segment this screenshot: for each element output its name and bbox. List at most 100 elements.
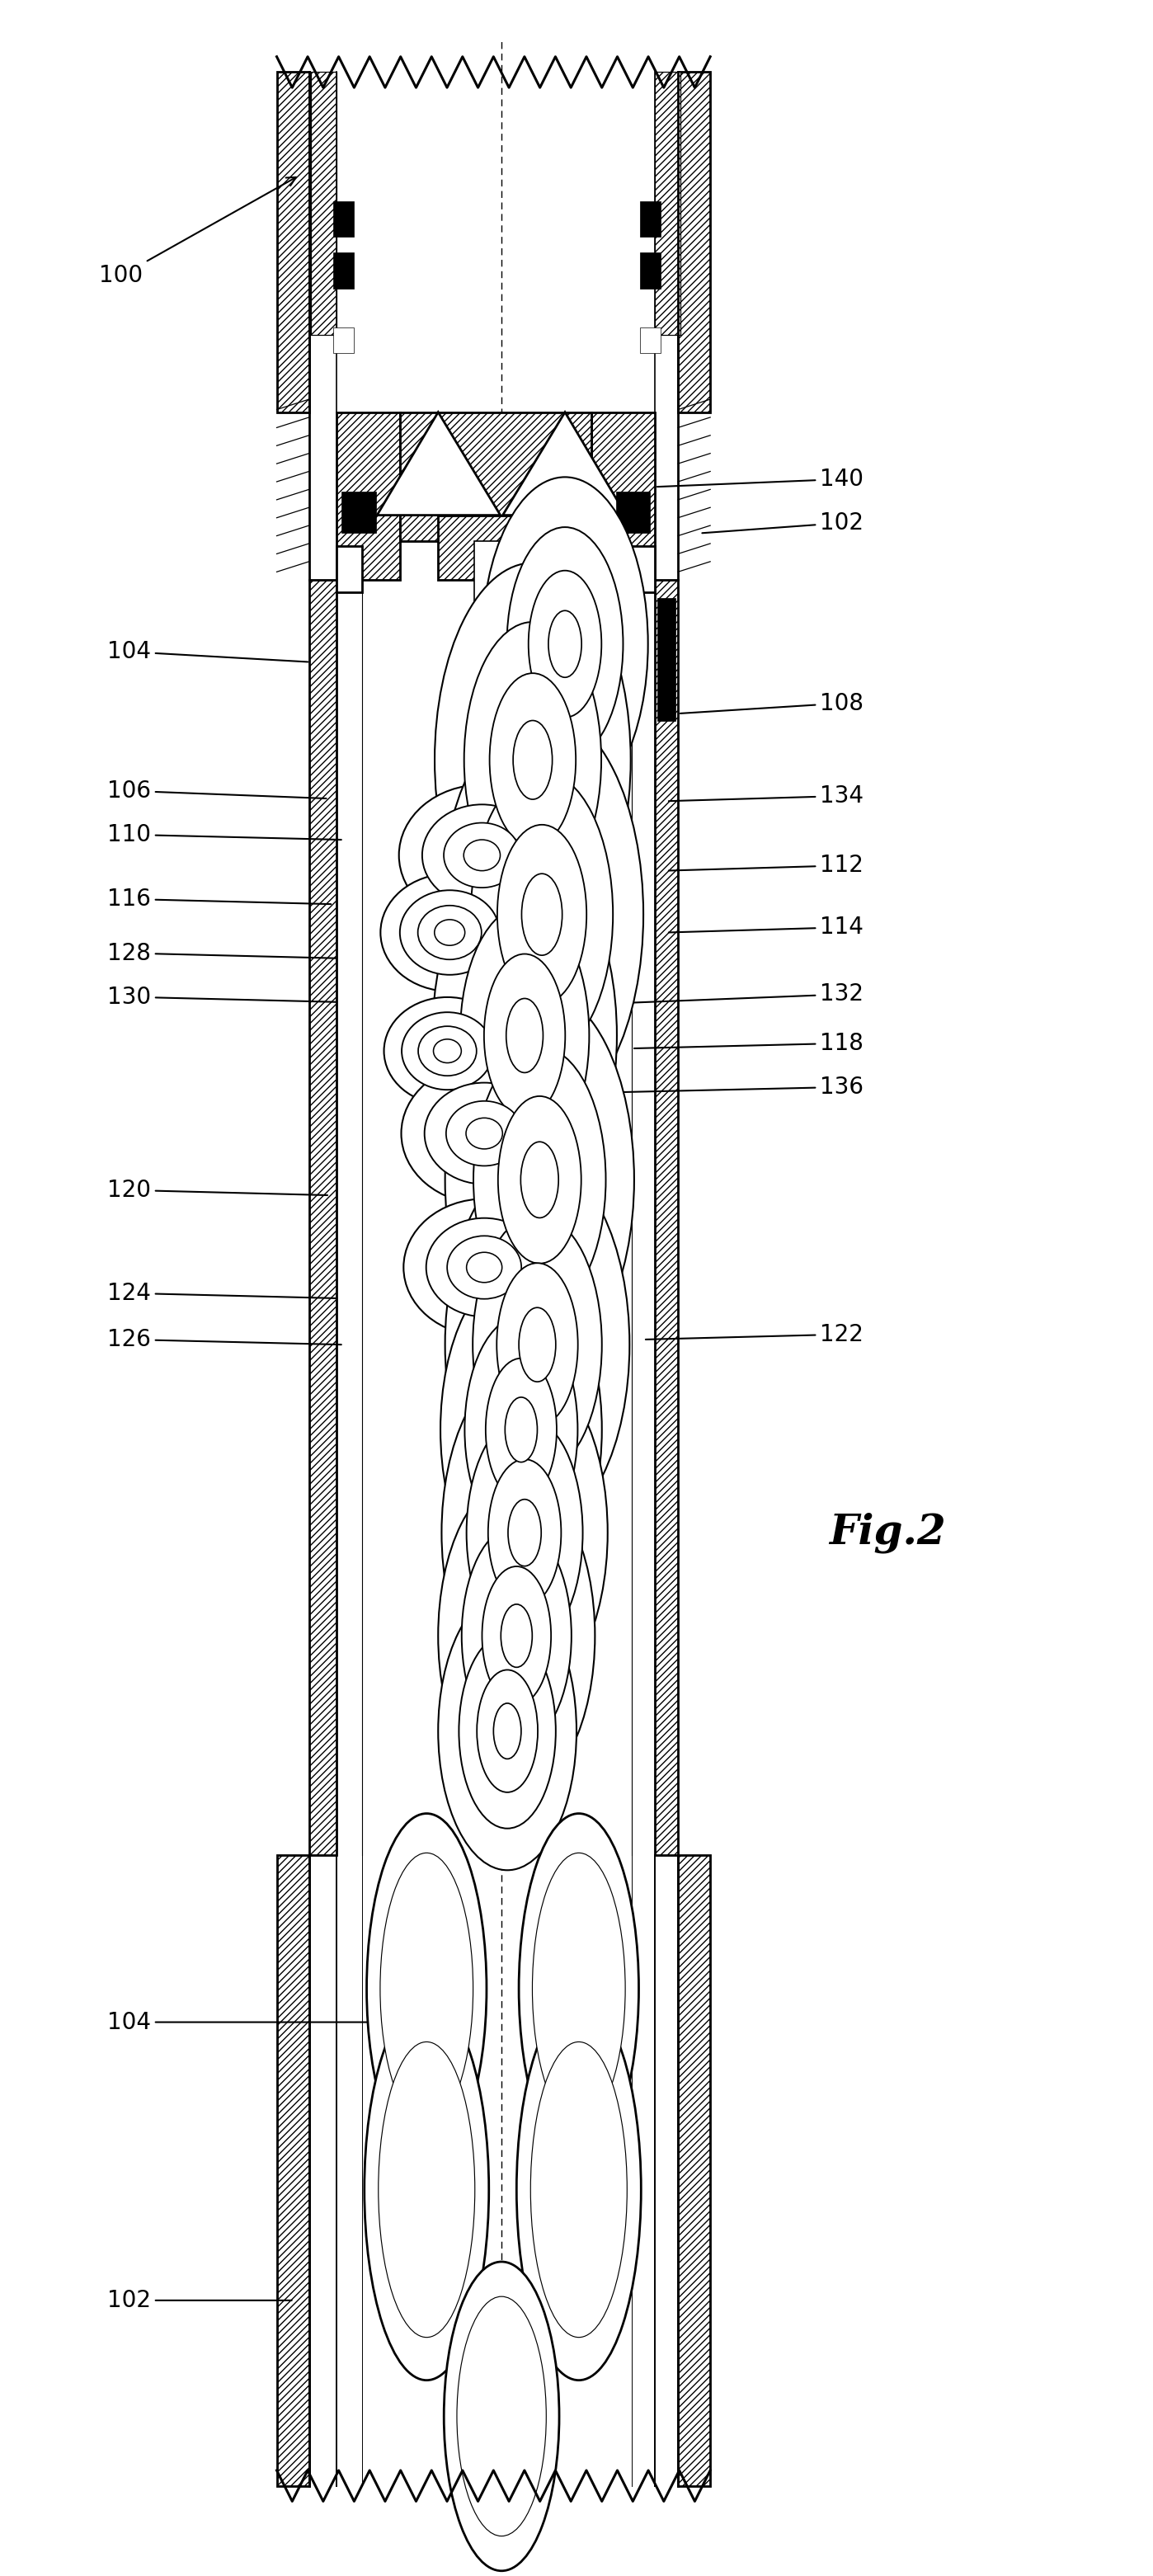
Text: 132: 132 <box>587 984 864 1010</box>
Ellipse shape <box>432 850 617 1221</box>
Text: 108: 108 <box>680 693 864 714</box>
Ellipse shape <box>473 1216 602 1473</box>
Ellipse shape <box>493 1703 521 1759</box>
Ellipse shape <box>384 997 511 1105</box>
Ellipse shape <box>488 1458 562 1607</box>
Ellipse shape <box>470 773 613 1056</box>
Ellipse shape <box>380 1852 473 2125</box>
Ellipse shape <box>401 1012 493 1090</box>
Ellipse shape <box>404 1198 565 1337</box>
Bar <box>400 412 591 541</box>
Text: 106: 106 <box>107 781 326 801</box>
Ellipse shape <box>508 1499 541 1566</box>
Ellipse shape <box>533 1852 625 2125</box>
Bar <box>655 580 678 1855</box>
Bar <box>400 412 591 541</box>
Ellipse shape <box>445 989 634 1370</box>
Bar <box>678 1855 710 2486</box>
Ellipse shape <box>424 1082 544 1185</box>
Bar <box>311 72 337 335</box>
Ellipse shape <box>367 1814 487 2164</box>
Bar <box>657 598 676 721</box>
Ellipse shape <box>549 611 581 677</box>
Ellipse shape <box>477 1669 537 1793</box>
Ellipse shape <box>474 1046 605 1314</box>
Bar <box>438 515 565 580</box>
Bar <box>277 1855 309 2486</box>
Ellipse shape <box>460 907 589 1164</box>
Bar <box>591 412 655 580</box>
Text: 128: 128 <box>107 943 336 963</box>
Bar <box>337 412 400 580</box>
Ellipse shape <box>528 569 602 719</box>
Ellipse shape <box>435 564 631 958</box>
Ellipse shape <box>484 953 565 1118</box>
Ellipse shape <box>419 1025 476 1077</box>
Bar <box>309 580 337 1855</box>
Ellipse shape <box>519 1309 556 1381</box>
Bar <box>640 201 661 237</box>
Ellipse shape <box>464 621 602 899</box>
Ellipse shape <box>490 672 575 848</box>
Ellipse shape <box>438 1592 576 1870</box>
Ellipse shape <box>530 2043 627 2336</box>
Ellipse shape <box>364 1999 489 2380</box>
Ellipse shape <box>442 1365 608 1700</box>
Text: 116: 116 <box>107 889 331 909</box>
Bar <box>438 515 565 580</box>
Bar <box>655 72 680 335</box>
Text: 104: 104 <box>107 2012 378 2032</box>
Ellipse shape <box>465 1316 578 1543</box>
Ellipse shape <box>459 1633 556 1829</box>
Text: 130: 130 <box>107 987 337 1007</box>
Ellipse shape <box>434 1038 461 1064</box>
Ellipse shape <box>485 1358 557 1502</box>
Text: 134: 134 <box>669 786 864 806</box>
Ellipse shape <box>417 907 482 958</box>
Polygon shape <box>377 412 500 515</box>
Ellipse shape <box>444 822 520 889</box>
Bar <box>632 546 655 592</box>
Bar <box>341 492 376 533</box>
Text: 124: 124 <box>107 1283 336 1303</box>
Ellipse shape <box>506 999 543 1072</box>
Bar <box>655 72 680 335</box>
Text: 112: 112 <box>669 855 864 876</box>
Ellipse shape <box>519 1814 639 2164</box>
Ellipse shape <box>457 2298 547 2535</box>
Text: 126: 126 <box>107 1329 341 1350</box>
Ellipse shape <box>521 1141 558 1218</box>
Ellipse shape <box>517 1999 641 2380</box>
Ellipse shape <box>497 824 587 1005</box>
Bar <box>333 201 354 237</box>
Bar <box>678 1855 710 2486</box>
Bar <box>337 412 400 580</box>
Polygon shape <box>503 412 626 515</box>
Bar <box>277 1855 309 2486</box>
Bar <box>474 541 529 1842</box>
Ellipse shape <box>497 1262 578 1427</box>
Bar <box>640 327 661 353</box>
Ellipse shape <box>513 721 552 799</box>
Ellipse shape <box>467 1417 582 1649</box>
Bar <box>655 580 678 1855</box>
Bar <box>277 72 309 412</box>
Text: 136: 136 <box>620 1077 864 1097</box>
Ellipse shape <box>447 1236 521 1298</box>
Ellipse shape <box>400 891 499 974</box>
Ellipse shape <box>444 2262 559 2571</box>
Ellipse shape <box>467 1252 502 1283</box>
Bar <box>616 492 650 533</box>
Ellipse shape <box>445 1159 630 1530</box>
Ellipse shape <box>500 1605 533 1667</box>
Ellipse shape <box>440 711 643 1118</box>
Ellipse shape <box>466 1118 503 1149</box>
Ellipse shape <box>422 804 542 907</box>
Ellipse shape <box>482 1566 551 1705</box>
Text: 118: 118 <box>634 1033 864 1054</box>
Bar <box>678 72 710 412</box>
Text: 120: 120 <box>107 1180 327 1200</box>
Bar <box>337 546 362 592</box>
Text: 140: 140 <box>657 469 864 489</box>
Text: 100: 100 <box>99 178 296 286</box>
